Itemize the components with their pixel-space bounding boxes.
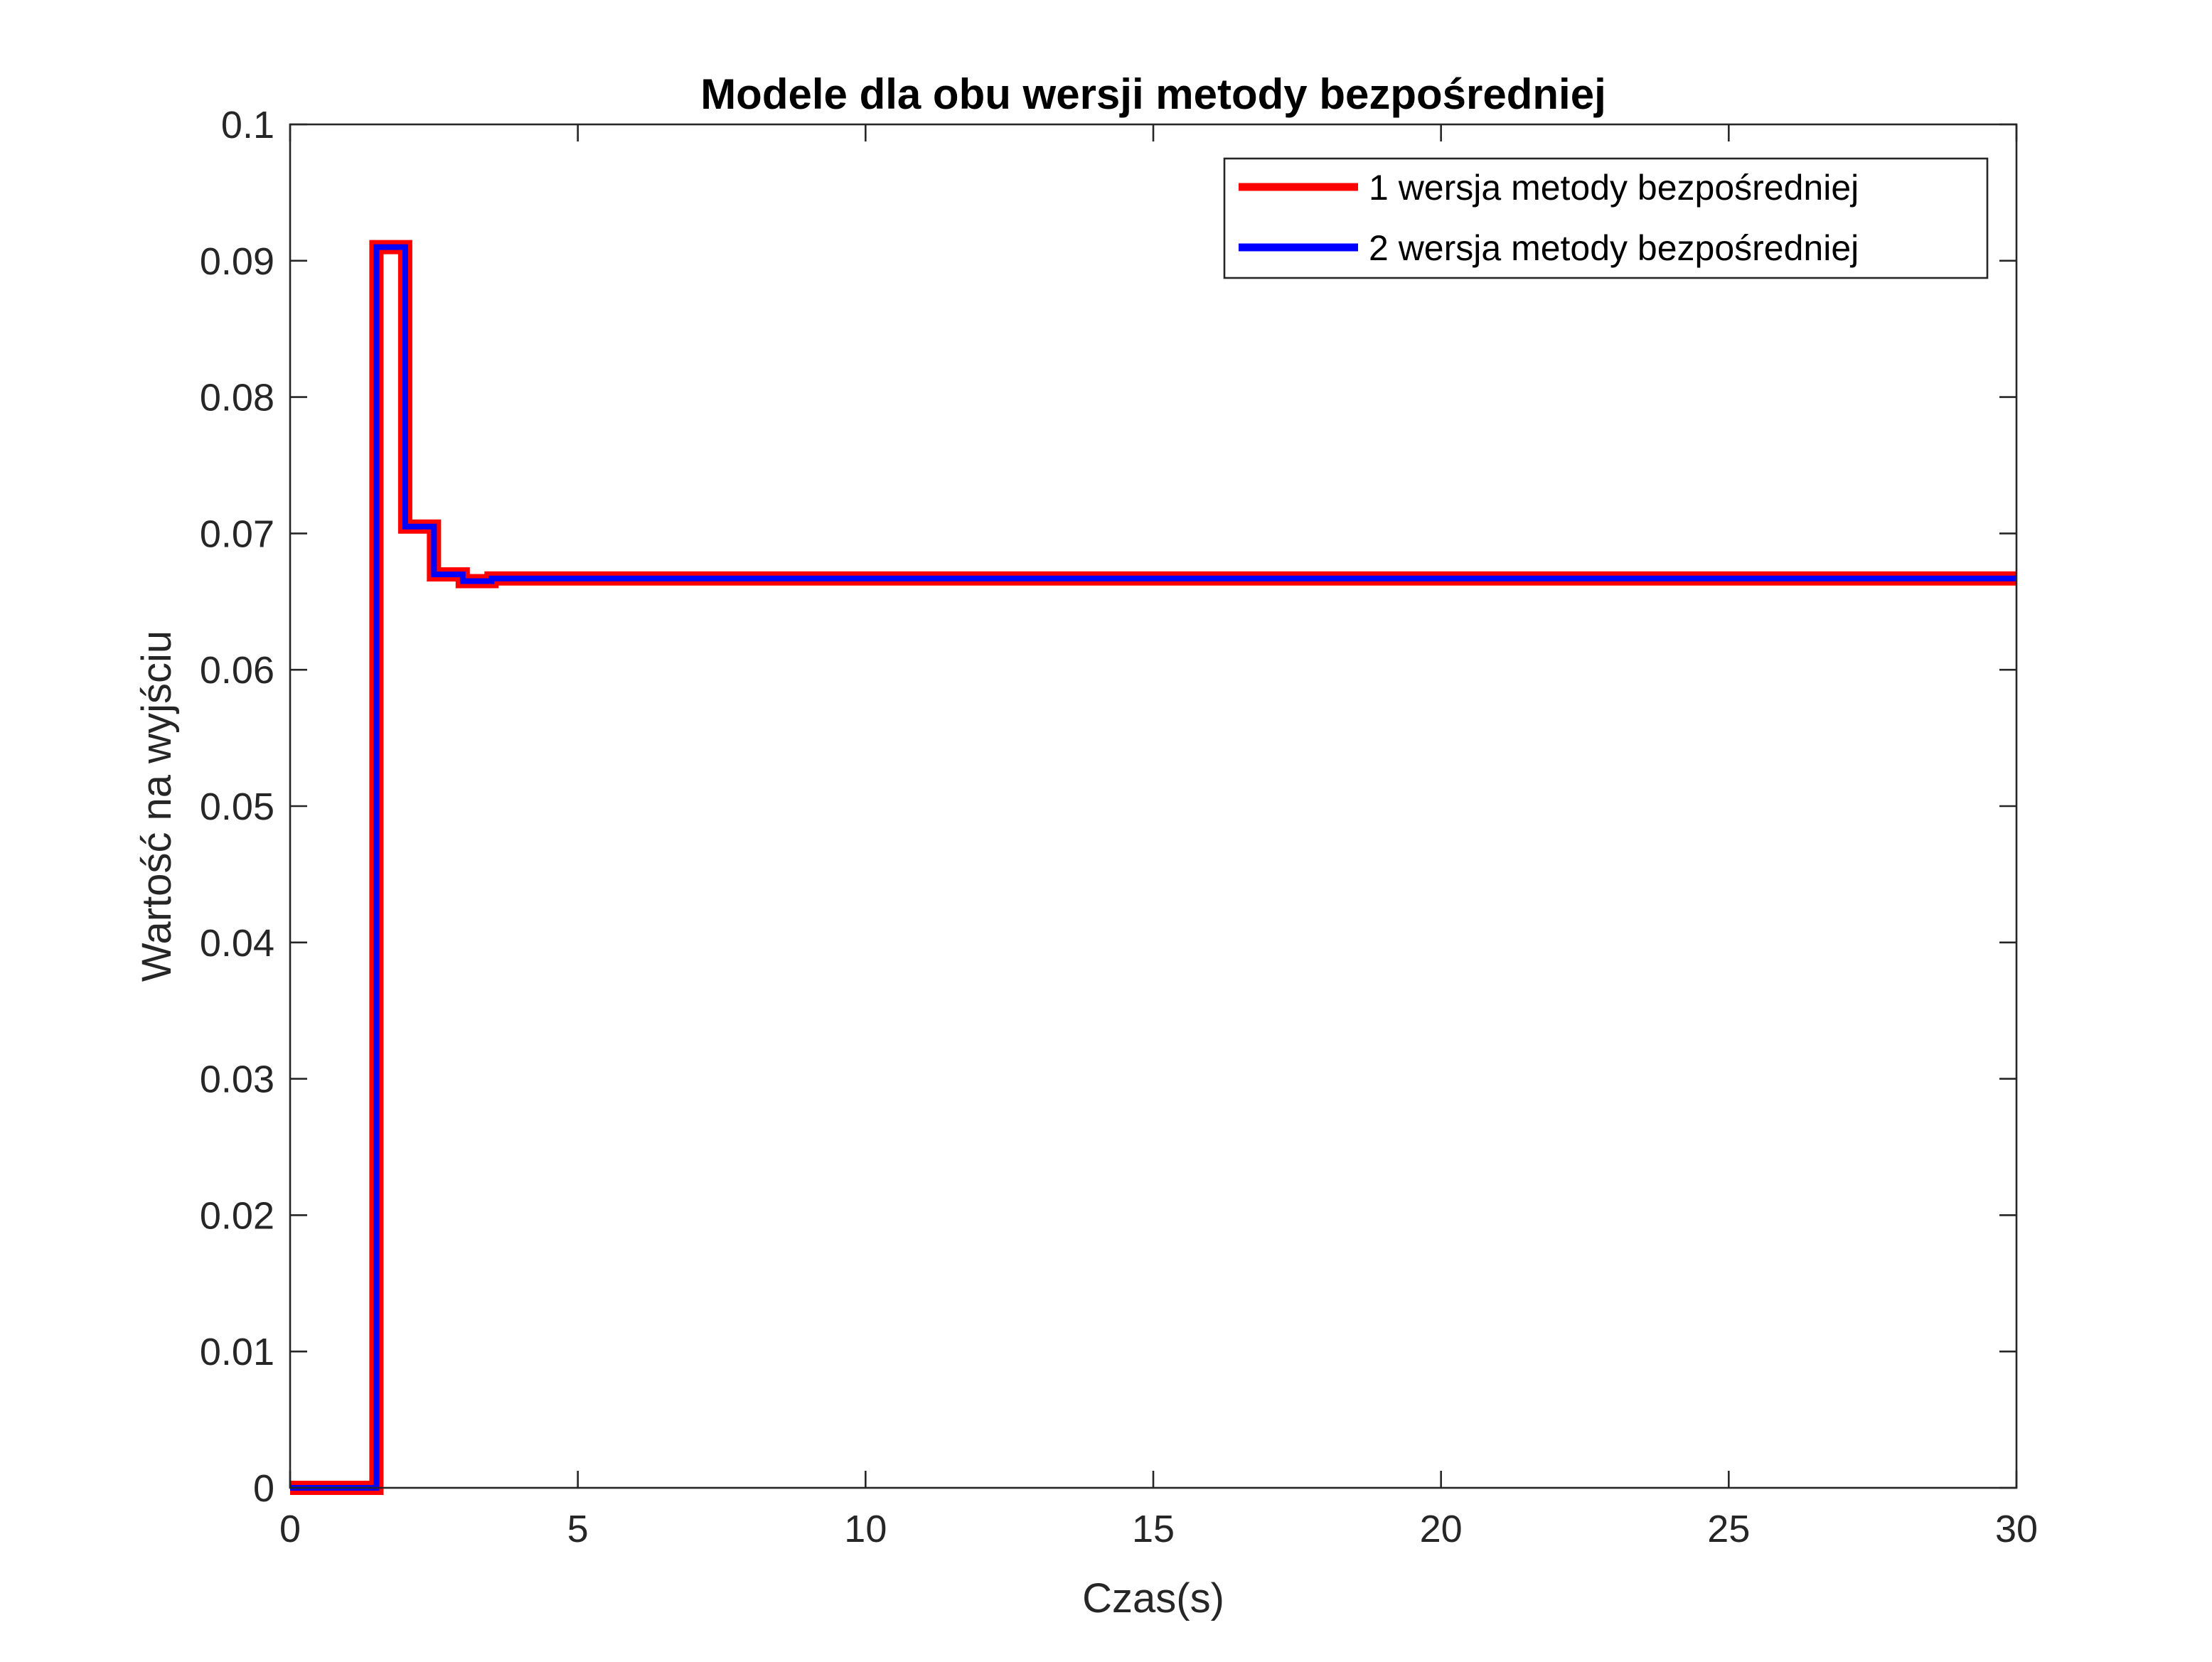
series-layer [290,240,2016,1495]
y-tick-label: 0.08 [200,377,274,419]
x-axis-label: Czas(s) [1082,1575,1224,1621]
y-tick-label: 0.02 [200,1194,274,1237]
x-tick-label: 20 [1420,1508,1463,1550]
y-tick-label: 0.07 [200,513,274,555]
y-tick-label: 0.04 [200,922,274,965]
legend: 1 wersja metody bezpośredniej 2 wersja m… [1223,157,1989,279]
y-tick-label: 0.09 [200,240,274,283]
legend-box [1223,157,1989,279]
x-tick-label: 0 [279,1508,301,1550]
y-tick-label: 0.05 [200,786,274,828]
x-tick-label: 30 [1995,1508,2038,1550]
y-tick-label: 0.06 [200,649,274,692]
y-tick-label: 0.03 [200,1058,274,1101]
x-tick-label: 15 [1132,1508,1175,1550]
y-axis-label: Wartość na wyjściu [134,631,180,982]
y-tick-label: 0 [253,1467,274,1510]
series-line-2 [290,244,2016,1491]
y-tick-label: 0.1 [221,104,274,146]
axes-background [290,124,2016,1488]
ticks-layer: 0 5 10 15 20 25 30 0 0.01 0.02 0.03 0.04 0.05 0.06 0.0… [200,104,2038,1550]
x-tick-label: 25 [1707,1508,1750,1550]
x-tick-label: 10 [844,1508,887,1550]
chart-title: Modele dla obu wersji metody bezpośredni… [700,70,1606,118]
x-tick-label: 5 [567,1508,589,1550]
y-tick-label: 0.01 [200,1331,274,1373]
legend-label-series-1: 1 wersja metody bezpośredniej [1369,168,1859,208]
legend-label-series-2: 2 wersja metody bezpośredniej [1369,228,1859,268]
